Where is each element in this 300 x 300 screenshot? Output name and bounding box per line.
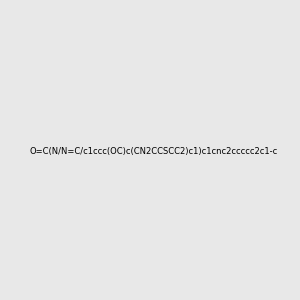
Text: O=C(N/N=C/c1ccc(OC)c(CN2CCSCC2)c1)c1cnc2ccccc2c1-c: O=C(N/N=C/c1ccc(OC)c(CN2CCSCC2)c1)c1cnc2…	[30, 147, 278, 156]
